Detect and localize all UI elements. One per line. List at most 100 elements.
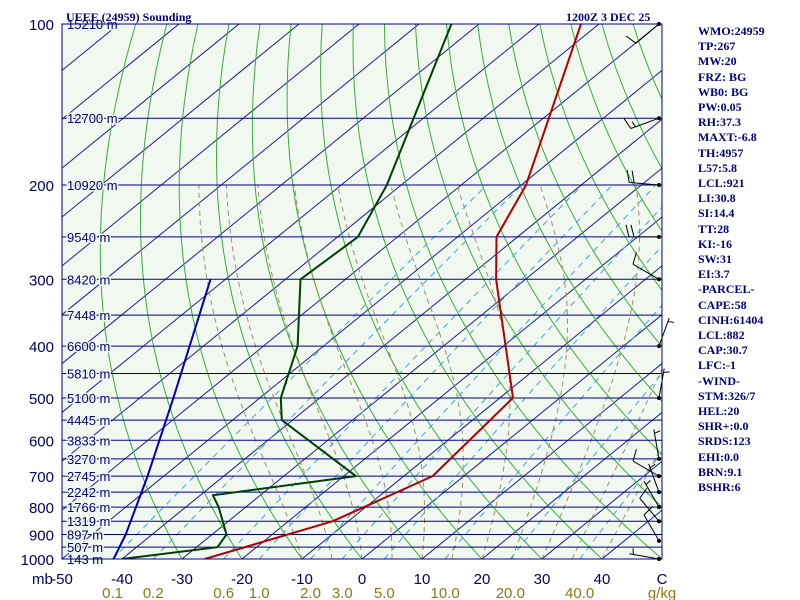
wind-barb xyxy=(643,479,661,510)
wind-barb xyxy=(653,429,661,461)
dry-adiabat-line xyxy=(477,24,662,402)
moist-adiabat-line xyxy=(601,445,662,559)
mixing-ratio-unit-label: g/kg xyxy=(648,585,676,600)
valid-time: 1200Z 3 DEC 25 xyxy=(566,10,651,24)
dry-adiabat-line xyxy=(251,24,423,559)
mixing-ratio-tick-label: 20.0 xyxy=(496,585,525,600)
pressure-tick-label: 500 xyxy=(29,391,54,408)
index-item: CAP:30.7 xyxy=(698,343,748,358)
isotherm-line xyxy=(62,24,600,462)
index-item: -WIND- xyxy=(698,373,740,388)
mixing-ratio-line xyxy=(258,184,613,559)
height-label: 10920 m xyxy=(67,178,118,193)
height-label: 2242 m xyxy=(67,485,110,500)
index-item: SRDS:123 xyxy=(698,434,751,449)
index-item: KI:-16 xyxy=(698,236,732,251)
mixing-ratio-tick-label: 0.2 xyxy=(143,585,164,600)
index-item: HEL:20 xyxy=(698,404,740,419)
height-label: 9540 m xyxy=(67,230,110,245)
mixing-ratio-tick-label: 1.0 xyxy=(249,585,270,600)
index-item: SI:14.4 xyxy=(698,206,735,221)
height-label: 12700 m xyxy=(67,111,118,126)
height-label: 507 m xyxy=(67,540,103,555)
index-item: TH:4957 xyxy=(698,145,744,160)
isotherm-line xyxy=(121,118,662,559)
dry-adiabat-line xyxy=(508,24,662,348)
temperature-tick-label: 20 xyxy=(474,571,491,588)
parcel-line xyxy=(112,279,212,559)
index-item: WMO:24959 xyxy=(698,24,765,38)
pressure-tick-label: 400 xyxy=(29,339,54,356)
index-item: CAPE:58 xyxy=(698,297,747,312)
moist-adiabat-line xyxy=(511,184,568,559)
wind-barb xyxy=(623,116,661,129)
index-item: PW:0.05 xyxy=(698,100,742,115)
height-label: 1319 m xyxy=(67,514,110,529)
height-label: 3833 m xyxy=(67,433,110,448)
height-label: 5100 m xyxy=(67,391,110,406)
index-item: LI:30.8 xyxy=(698,191,736,206)
isotherm-line xyxy=(62,24,240,169)
temperature-line xyxy=(204,24,582,559)
height-label: 5810 m xyxy=(67,366,110,381)
dry-adiabat-line xyxy=(414,24,662,508)
index-item: BRN:9.1 xyxy=(698,464,743,479)
isotherm-line xyxy=(62,24,480,365)
height-label: 6600 m xyxy=(67,339,110,354)
isotherm-line xyxy=(62,69,662,559)
mixing-ratio-tick-label: 5.0 xyxy=(374,585,395,600)
index-item: WB0: BG xyxy=(698,84,749,99)
height-label: 1766 m xyxy=(67,500,110,515)
index-item: LCL:882 xyxy=(698,328,745,343)
index-item: MW:20 xyxy=(698,54,737,69)
index-item: FRZ: BG xyxy=(698,69,747,84)
temperature-tick-label: -40 xyxy=(111,571,133,588)
index-item: SW:31 xyxy=(698,252,733,267)
pressure-tick-label: 300 xyxy=(29,272,54,289)
mixing-ratio-line xyxy=(310,184,657,559)
index-item: BSHR:6 xyxy=(698,480,741,495)
height-label: 7448 m xyxy=(67,308,110,323)
indices-panel: WMO:24959 TP:267 MW:20 FRZ: BG WB0: BG PW:0.0… xyxy=(698,24,798,495)
pressure-tick-label: 600 xyxy=(29,433,54,450)
index-item: SHR+:0.0 xyxy=(698,419,749,434)
index-item: EHI:0.0 xyxy=(698,449,740,464)
pressure-tick-label: 1000 xyxy=(21,552,54,569)
wind-barb xyxy=(626,170,661,188)
index-item: CINH:61404 xyxy=(698,312,764,327)
index-item: -PARCEL- xyxy=(698,282,755,297)
height-label: 4445 m xyxy=(67,413,110,428)
dry-adiabat-line xyxy=(286,24,483,559)
sounding-series xyxy=(112,24,582,559)
index-item: TT:28 xyxy=(698,221,730,236)
pressure-tick-label: 200 xyxy=(29,178,54,195)
mixing-ratio-tick-label: 0.6 xyxy=(213,585,234,600)
chart-title: UEEE (24959) Sounding xyxy=(66,10,192,24)
isotherm-line xyxy=(62,24,540,414)
pressure-tick-label: 800 xyxy=(29,500,54,517)
height-label: 8420 m xyxy=(67,272,110,287)
wind-barb xyxy=(632,252,661,282)
wind-barb xyxy=(657,317,675,349)
wind-barb xyxy=(632,449,661,479)
isotherm-line xyxy=(62,24,180,120)
isotherm-line xyxy=(62,24,420,316)
plot-frame xyxy=(61,23,663,560)
isotherm-line xyxy=(361,314,662,559)
temperature-tick-label: 0 xyxy=(358,571,366,588)
moist-adiabat-line xyxy=(571,367,662,559)
temperature-tick-label: 10 xyxy=(414,571,431,588)
pressure-tick-label: 900 xyxy=(29,528,54,545)
mixing-ratio-line xyxy=(223,184,583,559)
pressure-unit-label: mb xyxy=(32,571,53,588)
dewpoint-line xyxy=(121,24,453,559)
temperature-tick-label: C xyxy=(657,571,668,588)
isotherm-line xyxy=(301,265,662,559)
height-label: 3270 m xyxy=(67,452,110,467)
temperature-tick-label: -20 xyxy=(231,571,253,588)
dry-adiabat-line xyxy=(539,24,662,292)
plot-background xyxy=(62,24,662,559)
